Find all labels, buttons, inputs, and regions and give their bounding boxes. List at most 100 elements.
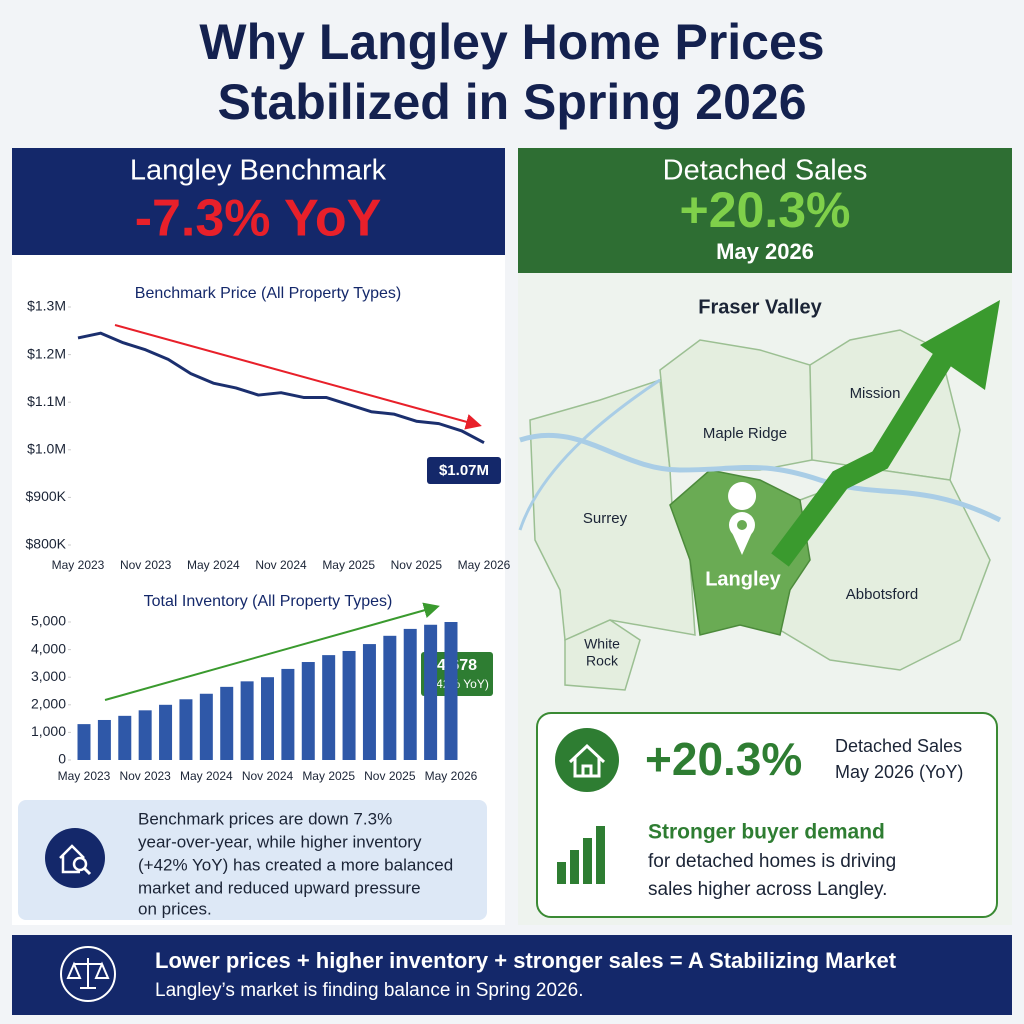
growth-arrow-head: [920, 300, 1000, 390]
house-icon: [555, 728, 619, 792]
info-icon: [45, 828, 105, 888]
info-line: on prices.: [138, 899, 212, 918]
map: [529, 329, 991, 691]
right-period: May 2026: [716, 239, 814, 264]
info-line: market and reduced upward pressure: [138, 878, 421, 897]
info-line: Benchmark prices are down 7.3%: [138, 809, 392, 828]
bar: [199, 693, 213, 760]
x-tick-label: Nov 2025: [364, 769, 416, 783]
y-tick-label: $1.1M: [27, 393, 66, 409]
bar: [240, 681, 254, 760]
y-tick-label: 2,000: [31, 696, 66, 712]
price-callout-text: $1.07M: [439, 462, 489, 479]
sales-stat: +20.3%: [645, 733, 802, 785]
x-tick-label: May 2026: [425, 769, 478, 783]
bar: [383, 635, 397, 760]
trend-arrow: [114, 324, 482, 430]
info-line: (+42% YoY) has created a more balanced: [138, 855, 453, 874]
map-label: Maple Ridge: [703, 425, 787, 442]
bar: [342, 650, 356, 760]
x-tick-label: May 2023: [52, 558, 105, 572]
right-header: [518, 148, 1012, 273]
right-heading: Detached Sales: [663, 155, 868, 187]
map-pin: [728, 482, 757, 555]
bar: [179, 699, 193, 760]
x-tick-label: Nov 2023: [120, 558, 172, 572]
map-label: Langley: [705, 568, 781, 590]
x-tick-label: Nov 2024: [255, 558, 307, 572]
bar: [444, 622, 458, 760]
map-label: Surrey: [583, 510, 628, 527]
sales-line: for detached homes is driving: [648, 851, 896, 872]
left-stat: -7.3% YoY: [135, 190, 382, 248]
title-line: Why Langley Home Prices: [199, 14, 824, 70]
map-label: White: [584, 636, 620, 652]
y-tick-label: $900K: [26, 488, 67, 504]
map-title: Fraser Valley: [698, 296, 822, 318]
bar: [97, 719, 111, 760]
bar: [301, 662, 315, 760]
footer-subline: Langley’s market is finding balance in S…: [155, 980, 583, 1001]
map-pin-dot: [737, 520, 747, 530]
trend-arrow: [104, 602, 440, 701]
bar: [424, 624, 438, 760]
info-icon: [82, 866, 92, 876]
bar: [322, 655, 336, 760]
map-label: Mission: [850, 385, 901, 402]
river: [519, 432, 1002, 523]
info-box: [18, 800, 487, 920]
map-label: Rock: [586, 653, 619, 669]
y-tick-label: 5,000: [31, 613, 66, 629]
x-tick-label: Nov 2025: [391, 558, 443, 572]
bar: [77, 724, 91, 760]
info-icon: [59, 844, 85, 874]
house-icon: [568, 743, 606, 778]
y-tick-label: 4,000: [31, 640, 66, 656]
chart-title: Total Inventory (All Property Types): [144, 593, 393, 610]
x-tick-label: May 2024: [187, 558, 240, 572]
sales-headline: Stronger buyer demand: [648, 821, 885, 844]
price-callout: [427, 457, 501, 484]
sales-box: [536, 712, 998, 918]
y-tick-label: $800K: [26, 536, 67, 552]
scale-icon: [66, 958, 110, 989]
sales-label: May 2026 (YoY): [835, 762, 963, 782]
info-icon: [72, 856, 88, 872]
footer-headline: Lower prices + higher inventory + strong…: [155, 948, 897, 973]
bar: [281, 668, 295, 760]
y-tick-label: 1,000: [31, 723, 66, 739]
x-tick-label: Nov 2024: [242, 769, 294, 783]
price-line: [77, 331, 485, 444]
map-label: Abbotsford: [846, 586, 919, 603]
bar: [362, 644, 376, 760]
y-tick-label: $1.2M: [27, 345, 66, 361]
scale-icon: [60, 946, 116, 1002]
y-tick-label: $1.0M: [27, 441, 66, 457]
x-tick-label: May 2025: [302, 769, 355, 783]
x-tick-label: May 2023: [58, 769, 111, 783]
bar: [138, 710, 152, 760]
x-tick-label: May 2026: [458, 558, 511, 572]
bar: [403, 628, 417, 760]
chart-title: Benchmark Price (All Property Types): [135, 285, 401, 302]
sales-line: sales higher across Langley.: [648, 879, 887, 900]
x-tick-label: Nov 2023: [119, 769, 171, 783]
left-header: [12, 148, 505, 255]
bar: [118, 715, 132, 760]
bar: [261, 677, 274, 760]
y-tick-label: 0: [58, 751, 66, 767]
bar: [220, 686, 234, 760]
bar: [159, 704, 173, 760]
left-heading: Langley Benchmark: [130, 155, 387, 187]
title-line: Stabilized in Spring 2026: [217, 74, 806, 130]
info-line: year-over-year, while higher inventory: [138, 832, 422, 851]
right-stat: +20.3%: [680, 182, 851, 238]
x-tick-label: May 2024: [180, 769, 233, 783]
river: [518, 378, 661, 531]
growth-arrow: [771, 349, 955, 567]
y-tick-label: $1.3M: [27, 298, 66, 314]
bars-icon: [557, 826, 605, 884]
footer: [12, 935, 1012, 1015]
